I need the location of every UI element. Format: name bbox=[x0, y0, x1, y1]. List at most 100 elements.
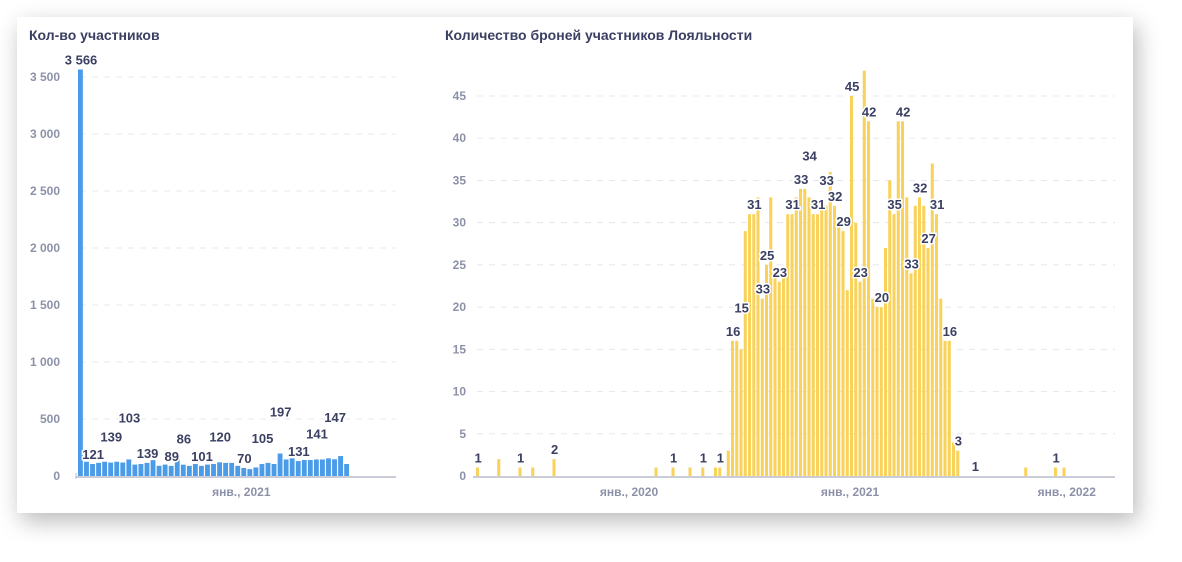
data-label: 45 bbox=[845, 79, 859, 94]
bar bbox=[96, 462, 101, 476]
bar bbox=[820, 205, 824, 476]
data-label: 33 bbox=[794, 172, 808, 187]
data-label: 23 bbox=[773, 265, 787, 280]
y-tick-label: 2 500 bbox=[30, 184, 60, 198]
data-label: 31 bbox=[930, 197, 944, 212]
bar bbox=[837, 222, 841, 476]
bar bbox=[344, 464, 350, 476]
data-label: 20 bbox=[875, 290, 889, 305]
bar bbox=[211, 464, 216, 476]
bar bbox=[731, 340, 735, 476]
bar bbox=[162, 464, 168, 476]
data-label: 31 bbox=[785, 197, 799, 212]
bar bbox=[930, 163, 934, 477]
bar bbox=[476, 467, 480, 476]
data-label: 1 bbox=[517, 451, 524, 466]
y-tick-label: 20 bbox=[453, 300, 467, 314]
y-tick-label: 25 bbox=[453, 258, 467, 272]
bar bbox=[168, 465, 174, 476]
data-label: 1 bbox=[700, 451, 707, 466]
bar bbox=[199, 465, 204, 476]
x-tick-label: янв., 2021 bbox=[821, 485, 880, 499]
data-label: 197 bbox=[270, 405, 292, 420]
bar bbox=[180, 464, 186, 476]
bar bbox=[922, 205, 926, 476]
x-tick-label: янв., 2020 bbox=[600, 485, 659, 499]
bar bbox=[326, 458, 331, 476]
bar bbox=[259, 464, 265, 476]
bar bbox=[283, 459, 289, 476]
bar bbox=[875, 307, 879, 476]
bar bbox=[735, 340, 739, 476]
bar bbox=[862, 70, 866, 477]
bar bbox=[794, 197, 798, 477]
bar bbox=[714, 467, 718, 476]
data-label: 32 bbox=[913, 180, 927, 195]
data-label: 121 bbox=[82, 447, 104, 462]
bar bbox=[295, 461, 301, 476]
bar bbox=[901, 121, 905, 476]
bar bbox=[888, 180, 892, 476]
y-tick-label: 0 bbox=[459, 469, 466, 483]
x-tick-label: янв., 2022 bbox=[1038, 485, 1097, 499]
bar bbox=[156, 465, 162, 476]
bar bbox=[265, 462, 271, 476]
bar bbox=[114, 461, 120, 476]
bar bbox=[905, 197, 909, 477]
bar bbox=[78, 69, 83, 476]
bar bbox=[726, 450, 730, 476]
y-tick-label: 0 bbox=[53, 469, 60, 483]
y-tick-label: 1 000 bbox=[30, 355, 60, 369]
bar bbox=[102, 461, 108, 476]
bar bbox=[126, 459, 132, 476]
data-label: 29 bbox=[836, 214, 850, 229]
y-tick-label: 15 bbox=[453, 342, 467, 356]
bar bbox=[850, 96, 854, 476]
bar bbox=[858, 281, 862, 476]
bar bbox=[896, 121, 900, 476]
bar bbox=[854, 222, 858, 476]
bar bbox=[718, 467, 722, 476]
bar bbox=[841, 231, 845, 476]
bar bbox=[777, 281, 781, 476]
bar bbox=[301, 460, 307, 476]
bar bbox=[947, 340, 951, 476]
bar bbox=[943, 340, 947, 476]
data-label: 23 bbox=[853, 265, 867, 280]
data-label: 1 bbox=[972, 459, 979, 474]
bar bbox=[313, 459, 319, 476]
bar bbox=[320, 459, 325, 476]
data-label: 1 bbox=[670, 451, 677, 466]
bar bbox=[939, 298, 943, 476]
bar bbox=[824, 205, 828, 476]
bar bbox=[332, 459, 337, 476]
y-tick-label: 3 500 bbox=[30, 70, 60, 84]
data-label: 70 bbox=[237, 451, 251, 466]
data-label: 16 bbox=[726, 324, 740, 339]
bar bbox=[816, 214, 820, 476]
bar bbox=[338, 456, 343, 476]
data-label: 33 bbox=[904, 256, 918, 271]
data-label: 15 bbox=[734, 300, 748, 315]
y-tick-label: 1 500 bbox=[30, 298, 60, 312]
data-label: 32 bbox=[828, 189, 842, 204]
bar bbox=[192, 464, 198, 476]
bar bbox=[108, 462, 114, 476]
data-label: 35 bbox=[887, 197, 901, 212]
bar bbox=[84, 461, 89, 476]
bar bbox=[790, 214, 794, 476]
data-label: 131 bbox=[288, 444, 310, 459]
bar bbox=[782, 273, 786, 476]
bar bbox=[132, 464, 138, 476]
bar bbox=[1024, 467, 1028, 476]
data-label: 103 bbox=[119, 410, 141, 425]
bar bbox=[909, 273, 913, 476]
bar bbox=[497, 459, 501, 476]
data-label: 120 bbox=[209, 429, 231, 444]
bar bbox=[871, 298, 875, 476]
bar bbox=[253, 467, 259, 476]
bar bbox=[752, 214, 756, 476]
bar bbox=[926, 248, 930, 476]
bar bbox=[956, 450, 960, 476]
data-label: 16 bbox=[943, 324, 957, 339]
